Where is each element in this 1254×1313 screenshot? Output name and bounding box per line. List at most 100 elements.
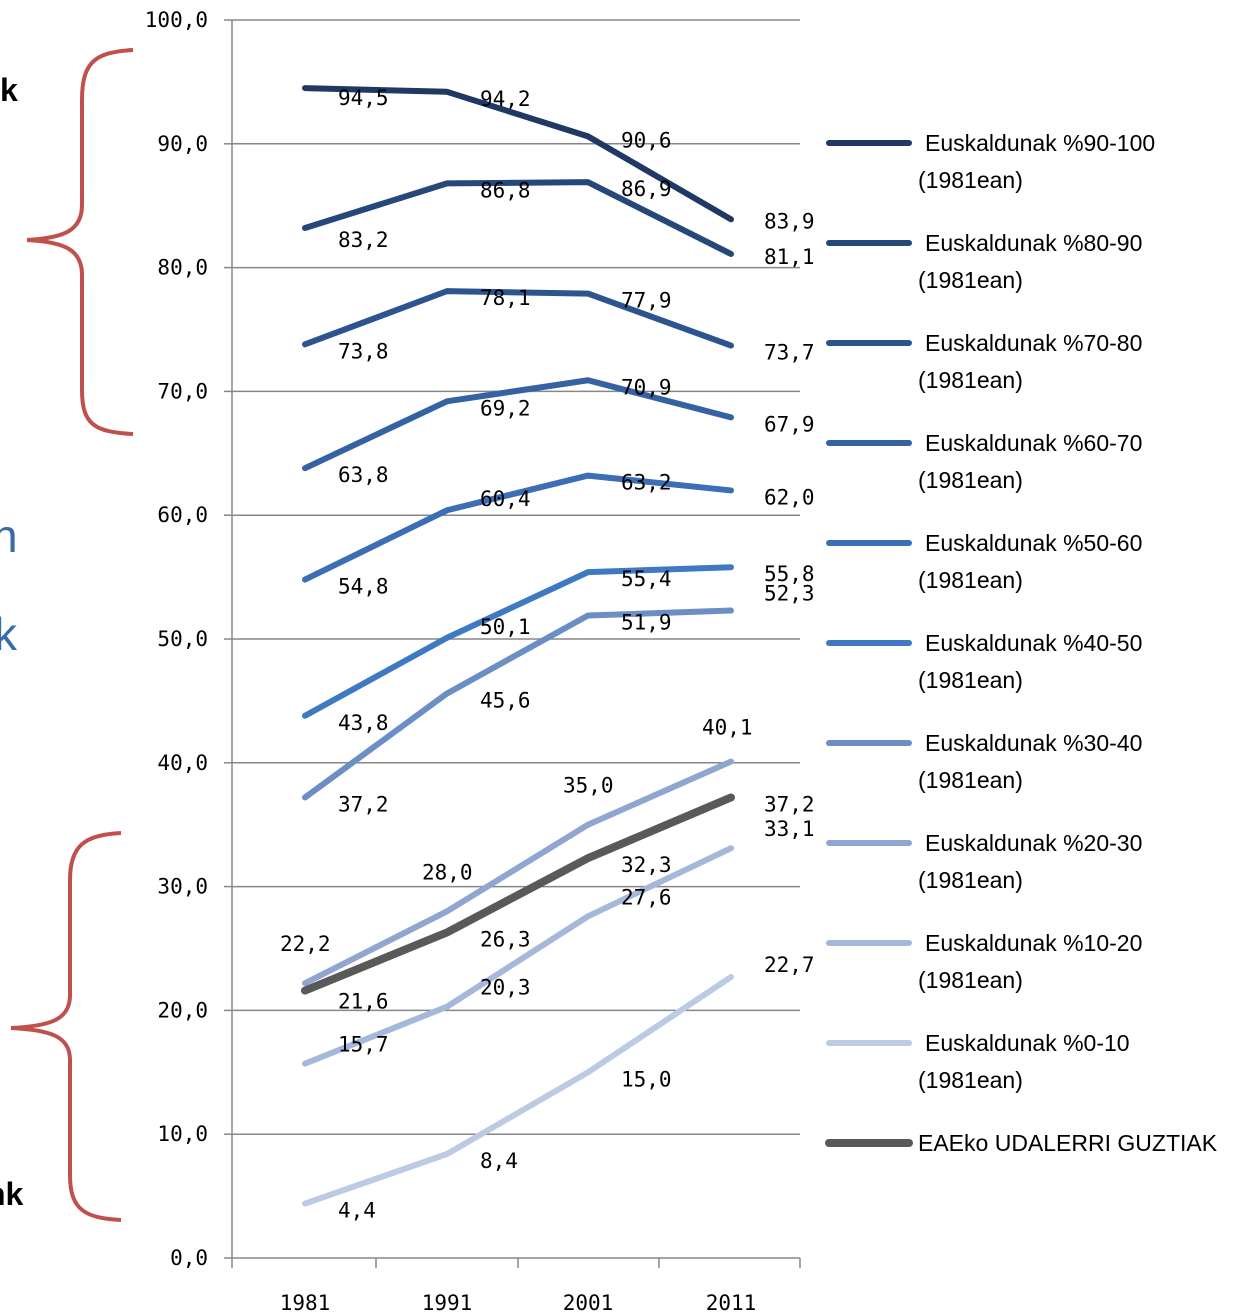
legend-label: Euskaldunak %60-70: [925, 430, 1142, 456]
series-line: [302, 758, 734, 987]
x-tick-label: 2001: [563, 1291, 614, 1313]
data-label: 26,3: [480, 927, 531, 951]
data-label: 54,8: [338, 575, 389, 599]
data-label: 22,7: [764, 953, 815, 977]
data-label: 35,0: [563, 774, 614, 798]
data-label: 69,2: [480, 396, 531, 420]
legend-label: Euskaldunak %20-30: [925, 830, 1142, 856]
legend-label: Euskaldunak %10-20: [925, 930, 1142, 956]
y-tick-label: 20,0: [157, 998, 208, 1022]
legend-label-sub: (1981ean): [918, 667, 1023, 693]
y-tick-label: 100,0: [145, 8, 208, 32]
data-label: 63,8: [338, 463, 389, 487]
legend-label-sub: (1981ean): [918, 467, 1023, 493]
data-label: 83,9: [764, 209, 815, 233]
y-tick-label: 40,0: [157, 751, 208, 775]
x-tick-label: 2011: [706, 1291, 757, 1313]
data-labels: 94,5 94,2 90,6 83,9 83,2 86,8 86,9 81,1 73,8 78,1…: [280, 86, 815, 1222]
data-label: 37,2: [338, 792, 389, 816]
data-label: 81,1: [764, 245, 815, 269]
legend-label: Euskaldunak %80-90: [925, 230, 1142, 256]
data-label: 28,0: [422, 860, 473, 884]
data-label: 55,4: [621, 567, 672, 591]
data-label: 62,0: [764, 485, 815, 509]
data-label: 78,1: [480, 286, 531, 310]
legend-label: Euskaldunak %90-100: [925, 130, 1155, 156]
series-line: [302, 179, 734, 257]
series-line: [302, 85, 734, 223]
data-label: 73,8: [338, 339, 389, 363]
data-label: 73,7: [764, 341, 815, 365]
data-label: 83,2: [338, 228, 389, 252]
y-tick-label: 90,0: [157, 132, 208, 156]
data-label: 15,0: [621, 1067, 672, 1091]
axes: 0,0 10,0 20,0 30,0 40,0 50,0 60,0 70,0 80,0 90,0 1…: [145, 8, 801, 1313]
series-line: [302, 377, 734, 472]
series-line: [302, 288, 734, 349]
series-line: [302, 845, 734, 1067]
top-brace: [26, 48, 134, 436]
data-label: 86,9: [621, 177, 672, 201]
series-line: [302, 472, 734, 583]
legend-label: Euskaldunak %0-10: [925, 1030, 1130, 1056]
series-line: [302, 973, 734, 1207]
data-label: 50,1: [480, 615, 531, 639]
legend-label: Euskaldunak %30-40: [925, 730, 1142, 756]
y-tick-label: 60,0: [157, 503, 208, 527]
data-label: 22,2: [280, 932, 331, 956]
data-label: 60,4: [480, 487, 531, 511]
gridlines: [232, 19, 800, 1135]
legend-label-sub: (1981ean): [918, 1067, 1023, 1093]
y-tick-label: 70,0: [157, 379, 208, 403]
cut-text-middle-2: k: [0, 608, 18, 660]
data-label: 70,9: [621, 375, 672, 399]
series-line: [302, 564, 734, 719]
series-lines: [301, 85, 735, 1207]
series-line: [301, 793, 735, 995]
legend: Euskaldunak %90-100 (1981ean) Euskaldunak …: [825, 130, 1218, 1156]
legend-label: Euskaldunak %70-80: [925, 330, 1142, 356]
legend-label-sub: (1981ean): [918, 367, 1023, 393]
data-label: 86,8: [480, 178, 531, 202]
data-label: 32,3: [621, 853, 672, 877]
legend-label: EAEko UDALERRI GUZTIAK: [918, 1130, 1218, 1156]
legend-label: Euskaldunak %40-50: [925, 630, 1142, 656]
cut-text-top: k: [0, 72, 18, 108]
bottom-brace: [10, 831, 122, 1222]
data-label: 20,3: [480, 976, 531, 1000]
y-tick-label: 30,0: [157, 875, 208, 899]
data-label: 94,2: [480, 87, 531, 111]
data-label: 4,4: [338, 1199, 376, 1223]
data-label: 21,6: [338, 990, 389, 1014]
cut-text-middle-1: n: [0, 510, 18, 562]
legend-label-sub: (1981ean): [918, 567, 1023, 593]
data-label: 43,8: [338, 711, 389, 735]
data-label: 40,1: [702, 716, 753, 740]
data-label: 67,9: [764, 412, 815, 436]
y-tick-label: 0,0: [170, 1246, 208, 1270]
left-annotation: k n k nk: [0, 72, 24, 1212]
data-label: 51,9: [621, 610, 672, 634]
legend-label-sub: (1981ean): [918, 167, 1023, 193]
data-label: 37,2: [764, 792, 815, 816]
data-label: 94,5: [338, 86, 389, 110]
y-tick-label: 50,0: [157, 627, 208, 651]
legend-label-sub: (1981ean): [918, 267, 1023, 293]
data-label: 27,6: [621, 885, 672, 909]
cut-text-bottom: nk: [0, 1176, 24, 1212]
data-label: 55,8: [764, 562, 815, 586]
legend-label: Euskaldunak %50-60: [925, 530, 1142, 556]
data-label: 8,4: [480, 1149, 518, 1173]
legend-label-sub: (1981ean): [918, 867, 1023, 893]
data-label: 15,7: [338, 1033, 389, 1057]
data-label: 63,2: [621, 471, 672, 495]
data-label: 52,3: [764, 582, 815, 606]
data-label: 90,6: [621, 128, 672, 152]
data-label: 33,1: [764, 817, 815, 841]
y-tick-label: 80,0: [157, 256, 208, 280]
data-label: 45,6: [480, 688, 531, 712]
y-tick-label: 10,0: [157, 1122, 208, 1146]
legend-label-sub: (1981ean): [918, 767, 1023, 793]
series-line: [302, 607, 734, 801]
